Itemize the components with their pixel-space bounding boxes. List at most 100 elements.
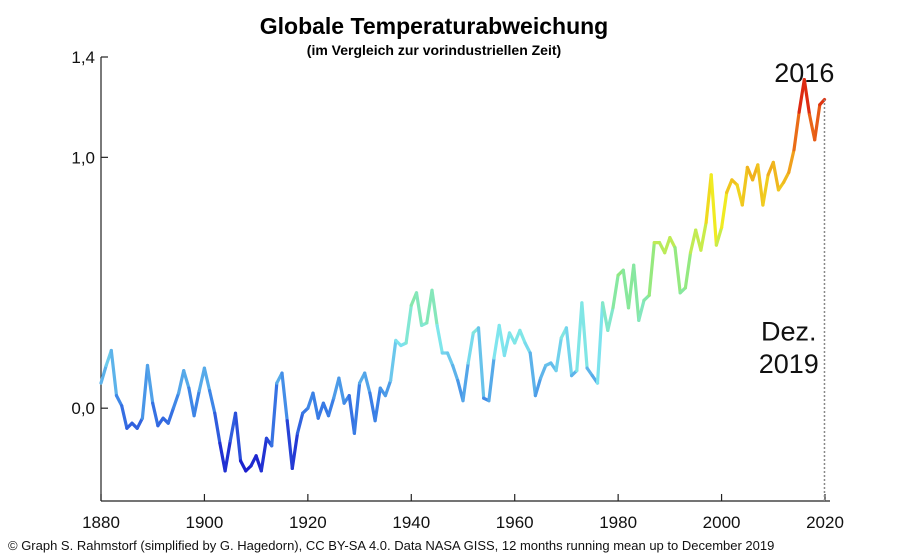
series-segment [647,241,656,297]
series-segment [538,363,548,380]
x-tick-label: 1960 [496,513,534,532]
series-segment [756,163,765,207]
series-segment [270,381,279,448]
series-segment [663,236,672,255]
series-segment [688,228,698,255]
y-tick-label: 1,4 [71,48,95,67]
series-segment [295,411,305,435]
series-segment [373,386,382,423]
series-segment [445,351,455,368]
series-segment [725,178,734,195]
series-segment [595,301,605,385]
series-segment [513,328,522,345]
series-segment [414,291,424,327]
series-segment [182,369,191,390]
series-segment [813,103,822,142]
series-segment [492,323,501,360]
series-segment [177,369,186,395]
x-tick-label: 1920 [289,513,327,532]
series-segment [554,336,563,373]
series-segment [435,323,444,355]
credit-line: © Graph S. Rahmstorf (simplified by G. H… [8,538,774,553]
series-segment [575,301,584,373]
series-segment [259,436,269,473]
series-segment [451,363,460,383]
series-segment [233,411,243,463]
series-segment [668,236,677,250]
series-segment [699,221,708,252]
series-segment [213,411,222,445]
annotation-label: Dez. [761,316,817,346]
series-segment [466,331,475,365]
series-segment [135,416,144,430]
series-segment [709,173,719,247]
series-segment [580,301,589,370]
x-tick-label: 2020 [806,513,844,532]
series-segment [683,251,693,290]
series-segment [673,246,682,295]
series-segment [208,389,217,415]
series-segment [239,459,248,473]
series-segment [151,401,160,428]
series-segment [719,190,729,230]
chart-annotations: 2016 Dez.2019 [759,58,835,379]
series-segment [404,303,413,345]
series-segment [518,328,527,345]
series-segment [523,341,532,355]
series-segment [802,77,812,117]
x-tick-label: 1880 [82,513,120,532]
series-segment [171,391,181,410]
series-segment [761,173,770,207]
series-segment [114,394,124,408]
series-segment [311,391,320,420]
series-segment [528,351,538,398]
annotation-label: 2019 [759,349,819,379]
series-segment [632,263,641,322]
series-segment [564,326,574,378]
series-segment [120,404,129,430]
series-segment [187,386,196,418]
series-segment [787,148,796,174]
x-tick-label: 2000 [703,513,741,532]
series-segment [487,356,496,403]
temperature-series-line [99,77,827,501]
series-segment [140,363,150,420]
x-tick-label: 1940 [392,513,430,532]
series-segment [740,165,750,207]
series-segment [290,431,300,470]
series-segment [316,401,325,420]
series-segment [363,371,372,395]
series-segment [425,288,434,325]
x-tick-label: 1980 [599,513,637,532]
series-segment [792,110,801,152]
series-segment [637,298,646,322]
series-segment [714,226,724,247]
series-segment [218,441,227,473]
series-segment [280,371,289,423]
series-segment [771,160,781,192]
series-segment [781,170,791,184]
series-segment [337,376,346,405]
series-segment [99,363,108,385]
series-segment [389,338,398,383]
series-segment [461,361,470,403]
series-segment [197,366,206,393]
series-segment [797,77,806,114]
series-segment [476,326,486,400]
series-segment [606,306,615,332]
series-segment [497,323,506,358]
series-segment [818,97,827,107]
series-segment [109,348,119,398]
series-segment [621,268,631,310]
y-tick-label: 0,0 [71,399,95,418]
series-segment [533,376,543,398]
series-segment [192,389,201,418]
x-axis-ticks: 1880 1900 1920 1940 1960 1980 2000 2020 [82,494,844,532]
series-segment [202,366,212,393]
y-axis-ticks: 0,0 1,0 1,4 [71,48,108,418]
series-segment [166,406,175,425]
series-segment [145,363,155,405]
y-tick-label: 1,0 [71,148,95,167]
series-segment [611,273,620,310]
